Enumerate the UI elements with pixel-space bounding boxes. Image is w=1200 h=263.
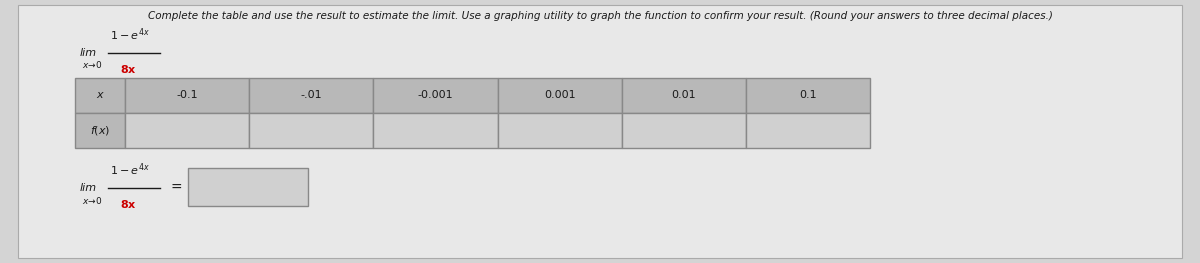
FancyBboxPatch shape — [622, 78, 746, 113]
Text: $x\!\to\!0$: $x\!\to\!0$ — [82, 195, 103, 205]
Text: $1-e^{4x}$: $1-e^{4x}$ — [110, 161, 150, 178]
FancyBboxPatch shape — [250, 113, 373, 148]
Text: -0.001: -0.001 — [418, 90, 454, 100]
Text: -0.1: -0.1 — [176, 90, 198, 100]
FancyBboxPatch shape — [250, 78, 373, 113]
FancyBboxPatch shape — [498, 78, 622, 113]
FancyBboxPatch shape — [373, 78, 498, 113]
FancyBboxPatch shape — [125, 78, 250, 113]
Text: x: x — [97, 90, 103, 100]
FancyBboxPatch shape — [373, 113, 498, 148]
Text: lim: lim — [80, 183, 97, 193]
Text: $f(x)$: $f(x)$ — [90, 124, 110, 137]
FancyBboxPatch shape — [746, 78, 870, 113]
Text: $1-e^{4x}$: $1-e^{4x}$ — [110, 26, 150, 43]
Text: -.01: -.01 — [300, 90, 322, 100]
FancyBboxPatch shape — [622, 113, 746, 148]
FancyBboxPatch shape — [188, 168, 308, 206]
FancyBboxPatch shape — [746, 113, 870, 148]
Text: 0.01: 0.01 — [672, 90, 696, 100]
Text: 0.1: 0.1 — [799, 90, 817, 100]
Text: Complete the table and use the result to estimate the limit. Use a graphing util: Complete the table and use the result to… — [148, 11, 1052, 21]
Text: $\bf{8x}$: $\bf{8x}$ — [120, 63, 137, 75]
Text: $\bf{8x}$: $\bf{8x}$ — [120, 198, 137, 210]
FancyBboxPatch shape — [498, 113, 622, 148]
FancyBboxPatch shape — [74, 78, 125, 113]
Text: =: = — [170, 181, 181, 195]
FancyBboxPatch shape — [125, 113, 250, 148]
FancyBboxPatch shape — [74, 113, 125, 148]
Text: 0.001: 0.001 — [544, 90, 575, 100]
Text: $x\!\to\!0$: $x\!\to\!0$ — [82, 59, 103, 70]
Text: lim: lim — [80, 48, 97, 58]
FancyBboxPatch shape — [18, 5, 1182, 258]
